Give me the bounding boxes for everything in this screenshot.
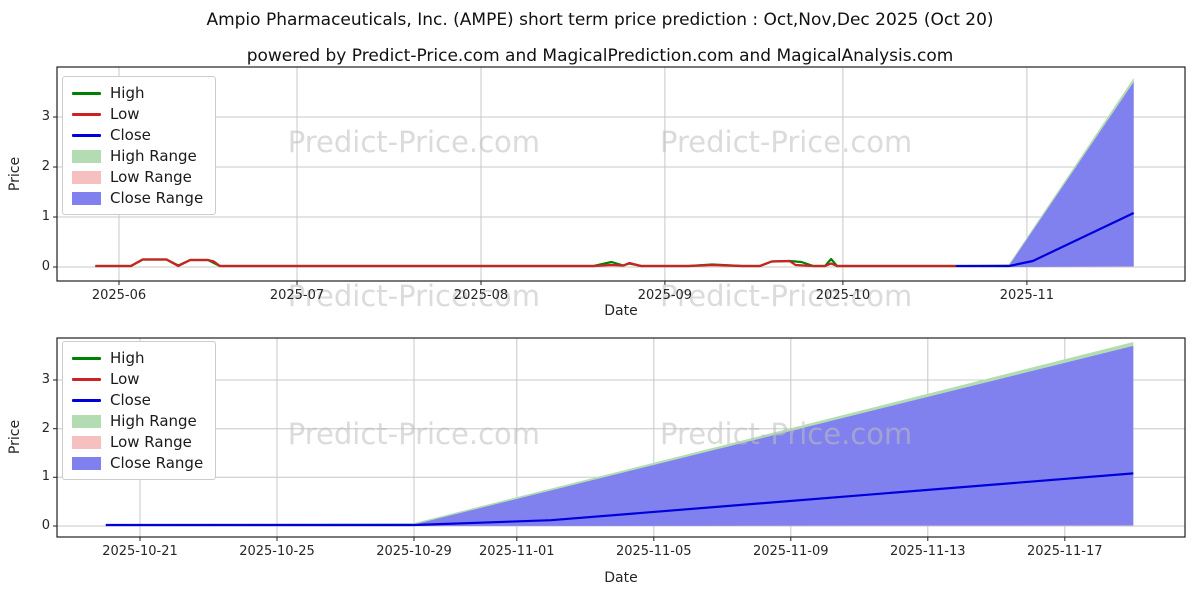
x-tick-label: 2025-11-05: [615, 544, 692, 559]
legend-label: High: [110, 349, 145, 367]
legend-item: Close: [72, 391, 203, 409]
chart-subtitle: powered by Predict-Price.com and Magical…: [246, 46, 954, 66]
y-tick-label: 0: [41, 518, 50, 533]
legend-label: Low: [110, 370, 140, 388]
x-tick-label: 2025-09: [637, 288, 693, 303]
plot-border: [56, 337, 1186, 538]
chart-1: [53, 337, 1186, 541]
legend-item: Low Range: [72, 433, 203, 451]
legend-label: High: [110, 84, 145, 102]
y-tick-label: 3: [41, 109, 50, 124]
legend-item: High: [72, 349, 203, 367]
legend-line-swatch: [72, 377, 101, 381]
x-axis-label-bottom: Date: [604, 570, 638, 586]
legend-item: Close Range: [72, 454, 203, 472]
legend-patch-swatch: [72, 435, 101, 449]
legend-item: Low: [72, 105, 203, 123]
y-tick-label: 2: [41, 159, 50, 174]
x-tick-label: 2025-10-29: [376, 544, 452, 559]
legend-item: Low Range: [72, 168, 203, 186]
legend-label: Low Range: [110, 168, 192, 186]
close-line: [955, 212, 1135, 268]
close-line: [105, 472, 1134, 527]
low-line: [95, 258, 956, 268]
x-tick-label: 2025-10-21: [102, 544, 178, 559]
chart-0: [53, 66, 1186, 285]
legend-label: High Range: [110, 147, 197, 165]
legend-line-swatch: [72, 398, 101, 402]
legend-item: Low: [72, 370, 203, 388]
y-tick-label: 2: [41, 420, 50, 436]
legend-line-swatch: [72, 356, 101, 360]
x-tick-label: 2025-11-17: [1026, 544, 1103, 559]
legend-line-swatch: [72, 133, 101, 137]
legend-label: Low: [110, 105, 140, 123]
x-tick-label: 2025-11: [999, 288, 1055, 303]
legend-label: Low Range: [110, 433, 192, 451]
legend-patch-swatch: [72, 149, 101, 163]
legend-top-chart: High Low Close High Range Low Range Close Ran…: [62, 76, 217, 215]
legend-item: Close Range: [72, 189, 203, 207]
legend-patch-swatch: [72, 170, 101, 184]
x-tick-label: 2025-08: [453, 288, 509, 303]
x-tick-label: 2025-11-13: [889, 544, 966, 559]
y-tick-label: 3: [41, 371, 50, 387]
legend-line-swatch: [72, 112, 101, 116]
legend-patch-swatch: [72, 414, 101, 428]
legend-label: Close Range: [110, 454, 204, 472]
legend-patch-swatch: [72, 456, 101, 470]
y-tick-label: 0: [41, 259, 50, 274]
legend-label: High Range: [110, 412, 197, 430]
x-tick-label: 2025-11-01: [478, 544, 555, 559]
legend-item: High Range: [72, 147, 203, 165]
legend-label: Close Range: [110, 189, 204, 207]
chart-title: Ampio Pharmaceuticals, Inc. (AMPE) short…: [206, 10, 994, 30]
legend-label: Close: [110, 126, 151, 144]
x-axis-label-top: Date: [604, 303, 638, 319]
legend-label: Close: [110, 391, 151, 409]
x-tick-label: 2025-06: [91, 288, 147, 303]
legend-line-swatch: [72, 91, 101, 95]
x-tick-label: 2025-07: [269, 288, 325, 303]
x-tick-label: 2025-10: [815, 288, 871, 303]
x-tick-label: 2025-10-25: [239, 544, 315, 559]
close-range-band: [955, 82, 1134, 267]
legend-item: Close: [72, 126, 203, 144]
legend-bottom-chart: High Low Close High Range Low Range Close Ran…: [62, 341, 217, 480]
plot-border: [56, 66, 1186, 282]
y-axis-label-bottom: Price: [7, 419, 23, 455]
y-tick-label: 1: [41, 469, 50, 485]
legend-item: High: [72, 84, 203, 102]
legend-patch-swatch: [72, 191, 101, 205]
close-range-band: [105, 345, 1134, 526]
legend-item: High Range: [72, 412, 203, 430]
y-axis-label-top: Price: [7, 156, 23, 192]
y-tick-label: 1: [41, 209, 50, 224]
x-tick-label: 2025-11-09: [752, 544, 829, 559]
